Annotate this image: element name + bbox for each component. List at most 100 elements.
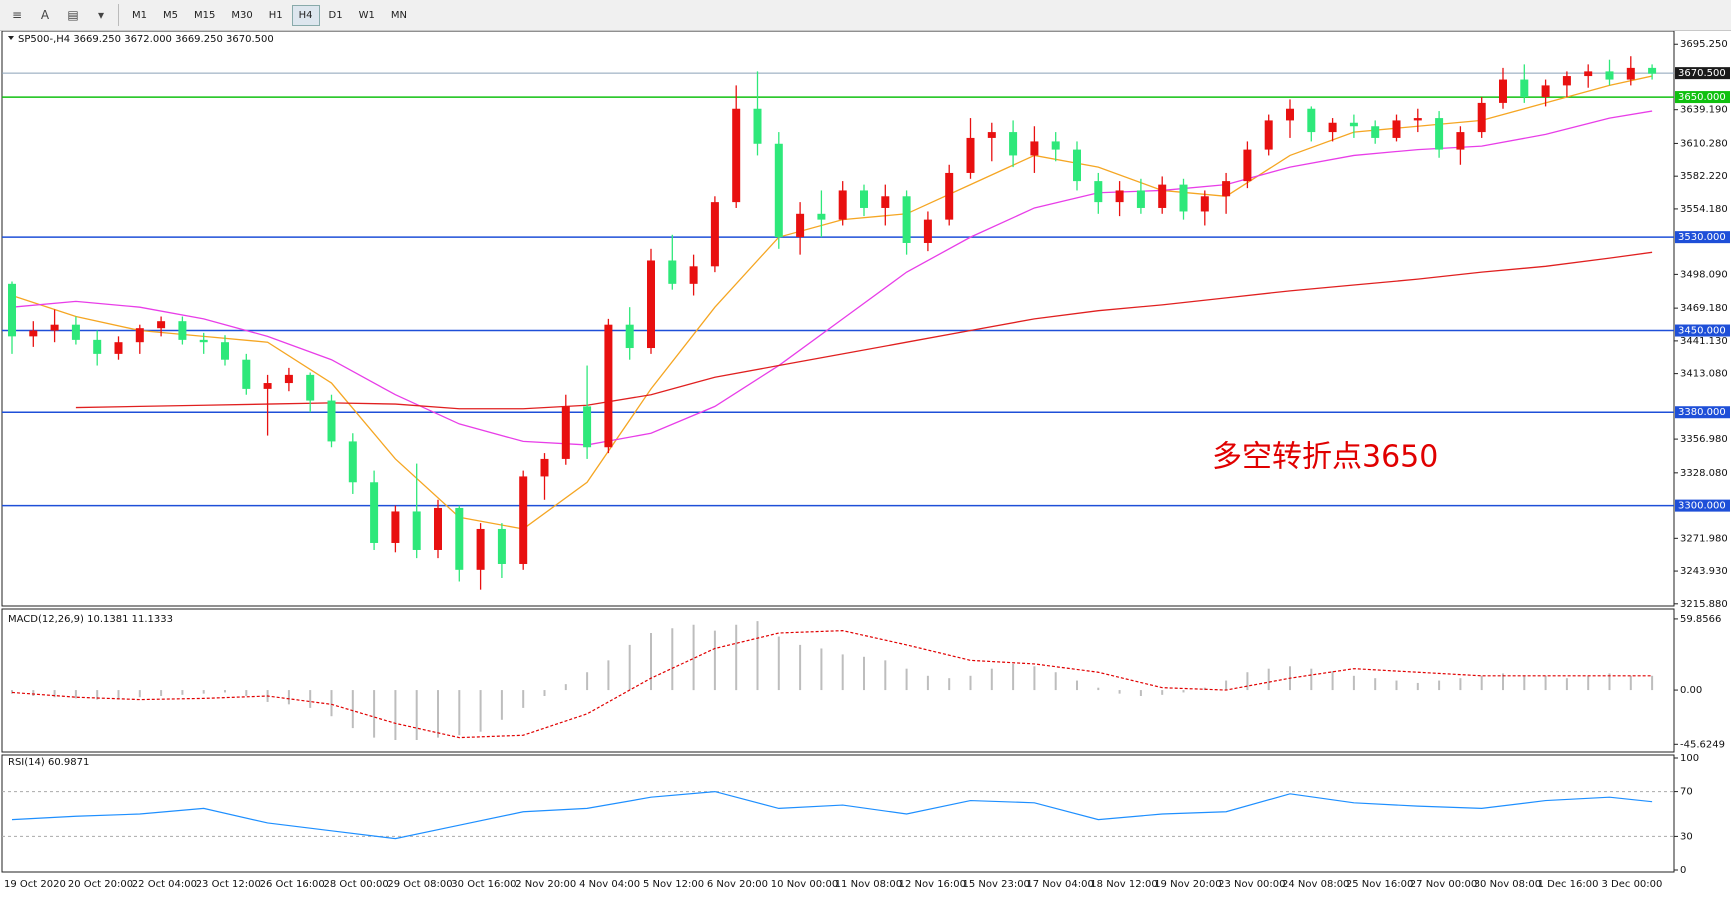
macd-title: MACD(12,26,9) 10.1381 11.1333 — [8, 614, 173, 625]
y-tick-label: 3271.980 — [1680, 533, 1728, 544]
candle-body — [1200, 196, 1209, 212]
candle-body — [306, 374, 315, 401]
candle-body — [710, 202, 719, 267]
timeframe-button[interactable]: M30 — [231, 9, 253, 21]
x-tick-label: 4 Nov 04:00 — [579, 879, 640, 890]
y-tick-label: 59.8566 — [1680, 614, 1721, 625]
candle-body — [327, 400, 336, 442]
candle-body — [689, 266, 698, 284]
level-tag-label: 3380.000 — [1678, 407, 1726, 418]
x-tick-label: 10 Nov 00:00 — [771, 879, 838, 890]
timeframe-button[interactable]: M5 — [163, 9, 178, 21]
candle-body — [561, 406, 570, 459]
y-tick-label: 3215.880 — [1680, 599, 1728, 610]
timeframe-button[interactable]: D1 — [328, 9, 343, 21]
x-tick-label: 5 Nov 12:00 — [643, 879, 704, 890]
x-tick-label: 2 Nov 20:00 — [515, 879, 576, 890]
y-tick-label: 3356.980 — [1680, 434, 1728, 445]
candle-body — [263, 383, 272, 389]
candle-body — [987, 132, 996, 138]
candle-body — [1371, 126, 1380, 138]
candle-body — [476, 528, 485, 570]
y-tick-label: 3441.130 — [1680, 336, 1728, 347]
level-tag — [1675, 406, 1730, 419]
x-tick-label: 6 Nov 20:00 — [707, 879, 768, 890]
x-tick-label: 23 Nov 00:00 — [1218, 879, 1285, 890]
moving-average — [75, 251, 1653, 410]
candle-body — [945, 172, 954, 220]
candle-body — [93, 339, 102, 354]
candle-body — [668, 260, 677, 284]
candle-body — [732, 108, 741, 203]
candle-body — [1009, 132, 1018, 156]
moving-average — [11, 110, 1653, 446]
x-tick-label: 27 Nov 00:00 — [1410, 879, 1477, 890]
candle-body — [1136, 190, 1145, 208]
candle-body — [1456, 132, 1465, 150]
x-tick-label: 25 Nov 16:00 — [1346, 879, 1413, 890]
candle-body — [1648, 67, 1657, 74]
y-tick-label: 3469.180 — [1680, 303, 1728, 314]
level-tag — [1675, 499, 1730, 512]
timeframe-button[interactable]: H1 — [268, 9, 283, 21]
candle-body — [647, 260, 655, 349]
rsi-line — [11, 790, 1653, 840]
candle-body — [1626, 67, 1635, 80]
candle-body — [434, 507, 442, 550]
candle-body — [1584, 71, 1593, 77]
candle-body — [1520, 79, 1529, 98]
macd-panel — [1, 608, 1675, 753]
candle-body — [497, 528, 506, 564]
level-tag-label: 3450.000 — [1678, 326, 1726, 337]
x-tick-label: 15 Nov 23:00 — [963, 879, 1030, 890]
timeframe-button[interactable]: MN — [390, 9, 407, 21]
candle-body — [1349, 122, 1358, 127]
main-panel — [1, 30, 1675, 607]
candle-body — [50, 324, 59, 331]
timeframe-button[interactable]: M15 — [194, 9, 216, 21]
candle-body — [1307, 108, 1316, 133]
candle-body — [1435, 118, 1444, 150]
candle-body — [1051, 141, 1060, 150]
candle-body — [1115, 190, 1124, 203]
candle-body — [29, 330, 38, 337]
candle-body — [1094, 181, 1103, 203]
candle-body — [583, 406, 592, 448]
candle-body — [8, 283, 16, 337]
candle-body — [540, 458, 549, 477]
level-tag — [1675, 231, 1730, 244]
level-tag — [1675, 324, 1730, 337]
level-tag-label: 3300.000 — [1678, 501, 1726, 512]
candle-body — [519, 476, 528, 564]
signal-line — [11, 630, 1653, 739]
separator — [118, 4, 119, 26]
candle-body — [1222, 181, 1231, 197]
candle-body — [1328, 122, 1337, 133]
candle-body — [1030, 141, 1039, 156]
x-tick-label: 19 Nov 20:00 — [1154, 879, 1221, 890]
timeframe-button[interactable]: M1 — [132, 9, 147, 21]
y-tick-label: 3695.250 — [1680, 39, 1728, 50]
y-tick-label: 3582.220 — [1680, 171, 1728, 182]
symbol-marker — [8, 36, 14, 40]
y-tick-label: 3328.080 — [1680, 468, 1728, 479]
y-tick-label: 3498.090 — [1680, 269, 1728, 280]
x-tick-label: 23 Oct 12:00 — [196, 879, 261, 890]
candle-body — [1073, 149, 1081, 182]
label-tool[interactable]: ▤ — [67, 8, 79, 22]
candle-body — [1286, 108, 1294, 121]
y-tick-label: 3554.180 — [1680, 204, 1728, 215]
text-tool[interactable]: A — [40, 8, 50, 22]
menu-icon[interactable]: ≡ — [11, 8, 23, 22]
candle-body — [966, 137, 975, 173]
shapes-tool[interactable]: ▾ — [97, 8, 105, 22]
y-tick-label: 3639.190 — [1680, 105, 1728, 116]
timeframe-button[interactable]: W1 — [358, 9, 375, 21]
y-tick-label: -45.6249 — [1680, 739, 1725, 750]
candle-body — [71, 324, 80, 340]
candle-body — [838, 190, 847, 220]
candle-body — [242, 359, 251, 389]
x-tick-label: 26 Oct 16:00 — [260, 879, 325, 890]
timeframe-button[interactable]: H4 — [291, 4, 320, 26]
rsi-panel — [1, 754, 1675, 873]
